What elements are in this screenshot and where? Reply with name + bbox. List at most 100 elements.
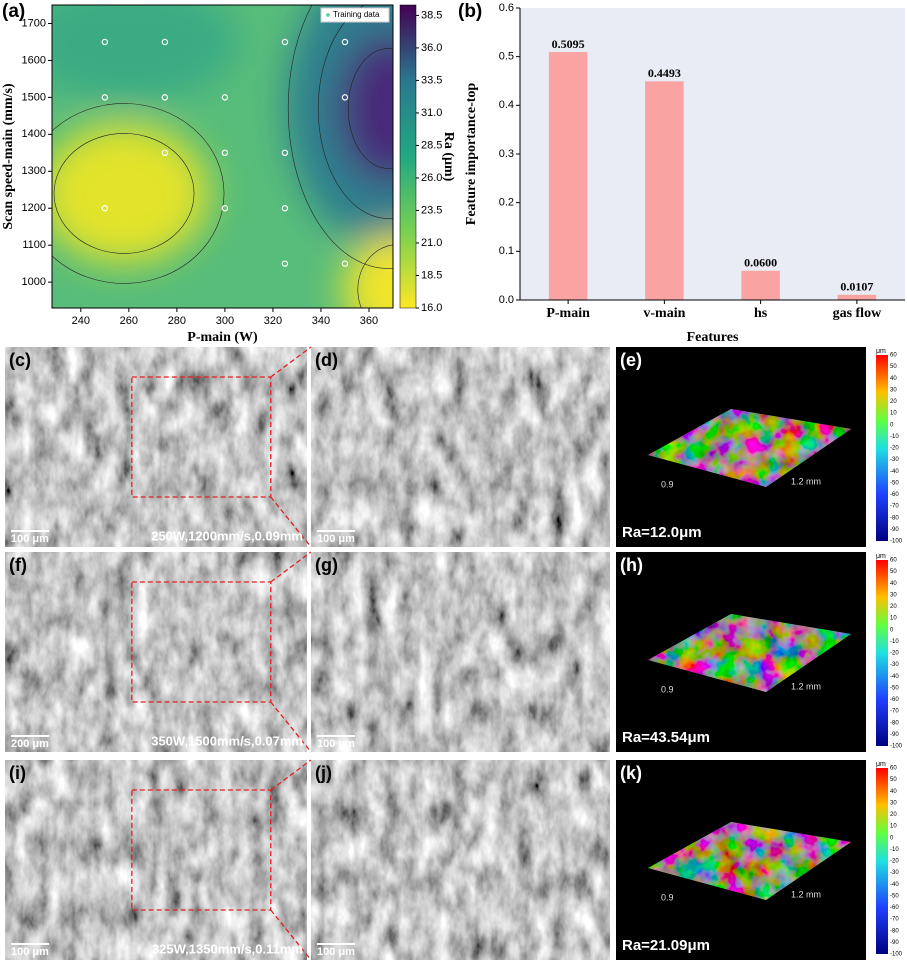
panel-label: (c)	[9, 350, 31, 370]
x-tick-label: 280	[168, 315, 186, 327]
surface-texture	[648, 822, 851, 900]
bar	[741, 270, 780, 300]
profile-colorbar-tick: -100	[890, 952, 903, 958]
training-point	[281, 149, 289, 157]
value-label: 0.4493	[648, 66, 681, 80]
training-point	[101, 38, 109, 46]
value-label: 0.0600	[744, 256, 777, 270]
contour-line	[287, 5, 393, 269]
sem-image	[5, 347, 307, 547]
profile-colorbar-tick: 30	[890, 592, 897, 598]
profile-colorbar-tick: 30	[890, 387, 897, 393]
roughness-label: Ra=12.0μm	[622, 524, 702, 541]
panel-label: (g)	[315, 555, 338, 575]
y-tick-label: 1200	[22, 202, 46, 214]
sem-image	[5, 552, 307, 752]
profile-colorbar-tick: 0	[890, 627, 894, 633]
profile-colorbar-tick: -90	[890, 527, 899, 533]
profile-colorbar-tick: -40	[890, 882, 899, 888]
profile-colorbar-tick: -100	[890, 539, 903, 545]
profile-colorbar-tick: -10	[890, 847, 899, 853]
scale-bar-label: 200 μm	[11, 738, 49, 750]
profile-colorbar-tick: -50	[890, 893, 899, 899]
training-point	[221, 205, 229, 212]
training-point	[161, 94, 169, 101]
profile-colorbar	[876, 355, 888, 541]
surface-texture	[648, 614, 851, 692]
process-caption: 250W,1200mm/s,0.09mm	[151, 528, 303, 543]
profile-colorbar-unit: μm	[876, 761, 886, 768]
colorbar-tick-label: 28.5	[421, 139, 442, 151]
contour-line	[347, 48, 393, 169]
value-label: 0.0107	[840, 280, 873, 294]
profile-colorbar-tick: -30	[890, 662, 899, 668]
profile-colorbar-tick: -30	[890, 457, 899, 463]
profile-colorbar-tick: -40	[890, 469, 899, 475]
profile-colorbar-tick: 40	[890, 581, 897, 587]
depth-label: 0.9	[661, 684, 674, 694]
colorbar-tick-label: 33.5	[421, 74, 442, 86]
colorbar-tick-label: 36.0	[421, 42, 442, 54]
panel-label: (b)	[458, 1, 482, 22]
roughness-label: Ra=43.54μm	[622, 729, 710, 746]
scale-bar-label: 100 μm	[317, 533, 355, 545]
profile-colorbar-tick: 20	[890, 399, 897, 405]
x-tick-label: 320	[264, 315, 282, 327]
contour-line	[53, 133, 195, 254]
y-axis-label: Scan speed-main (mm/s)	[1, 83, 16, 230]
panel-label: (e)	[620, 350, 642, 370]
zoom-box	[131, 789, 272, 911]
colorbar	[399, 4, 417, 309]
panel-label: (a)	[2, 1, 25, 22]
x-tick-label: 360	[360, 315, 378, 327]
profile-colorbar-tick: -80	[890, 720, 899, 726]
y-tick-label: 0.2	[499, 197, 514, 209]
profile-colorbar-tick: 60	[890, 353, 897, 359]
profile-colorbar-tick: 10	[890, 824, 897, 830]
y-tick-label: 0.1	[499, 245, 514, 257]
profile-colorbar-tick: 50	[890, 777, 897, 783]
sem-image	[5, 760, 307, 960]
y-tick-label: 0.0	[499, 294, 514, 306]
scale-bar-label: 100 μm	[11, 946, 49, 958]
contour-line	[52, 103, 225, 284]
x-tick-label: 300	[216, 315, 234, 327]
colorbar-tick-label: 23.5	[421, 204, 442, 216]
colorbar-tick-label: 38.5	[421, 9, 442, 21]
process-caption: 325W,1350mm/s,0.11mm	[152, 941, 303, 956]
zoom-line	[270, 909, 312, 961]
bar	[548, 52, 588, 300]
zoom-line	[270, 759, 312, 791]
colorbar-tick-label: 31.0	[421, 107, 442, 119]
profile-colorbar-tick: -20	[890, 446, 899, 452]
profile-colorbar-tick: 0	[890, 422, 894, 428]
zoom-line	[270, 496, 312, 548]
profile-colorbar-tick: 50	[890, 569, 897, 575]
profile-colorbar-tick: -70	[890, 709, 899, 715]
y-tick-label: 0.6	[499, 2, 514, 14]
zoom-line	[270, 346, 312, 378]
x-tick-label: 260	[120, 315, 138, 327]
colorbar-label: Ra (μm)	[441, 132, 456, 182]
sem-image	[311, 760, 610, 960]
x-tick-label: v-main	[643, 306, 685, 321]
x-tick-label: gas flow	[833, 306, 883, 321]
profile-colorbar-tick: 40	[890, 789, 897, 795]
training-point	[161, 38, 169, 46]
training-point	[161, 149, 169, 157]
scale-bar-label: 100 μm	[317, 946, 355, 958]
training-point	[281, 205, 289, 212]
legend-box	[320, 7, 390, 23]
profile-colorbar	[876, 768, 888, 954]
panel-label: (d)	[315, 350, 338, 370]
training-point	[101, 205, 109, 212]
profile-colorbar-tick: -10	[890, 434, 899, 440]
field-blobs	[52, 5, 393, 308]
x-tick-label: hs	[754, 306, 768, 321]
profile-colorbar-tick: 0	[890, 835, 894, 841]
profile-colorbar-tick: -60	[890, 905, 899, 911]
profile-colorbar-tick: 10	[890, 411, 897, 417]
x-tick-label: 240	[72, 315, 90, 327]
y-tick-label: 0.5	[499, 51, 514, 63]
profile-colorbar-tick: -20	[890, 651, 899, 657]
